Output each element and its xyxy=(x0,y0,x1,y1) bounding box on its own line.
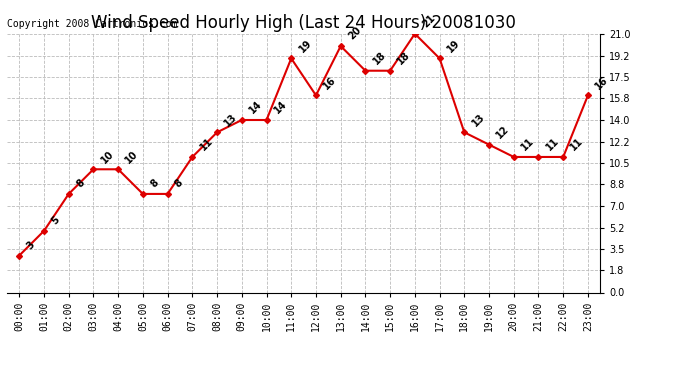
Text: 18: 18 xyxy=(371,50,388,66)
Text: 14: 14 xyxy=(247,99,264,116)
Text: 10: 10 xyxy=(99,148,116,165)
Text: 18: 18 xyxy=(395,50,413,66)
Text: 19: 19 xyxy=(297,38,313,54)
Text: 11: 11 xyxy=(544,136,561,153)
Text: 12: 12 xyxy=(495,124,511,141)
Text: 8: 8 xyxy=(75,178,86,190)
Text: 3: 3 xyxy=(25,240,37,251)
Text: 21: 21 xyxy=(420,13,437,30)
Text: 16: 16 xyxy=(322,75,338,91)
Text: 20: 20 xyxy=(346,25,363,42)
Text: 11: 11 xyxy=(198,136,215,153)
Text: 11: 11 xyxy=(569,136,585,153)
Title: Wind Speed Hourly High (Last 24 Hours) 20081030: Wind Speed Hourly High (Last 24 Hours) 2… xyxy=(91,14,516,32)
Text: 16: 16 xyxy=(593,75,610,91)
Text: 5: 5 xyxy=(50,215,61,227)
Text: 13: 13 xyxy=(470,111,486,128)
Text: 14: 14 xyxy=(272,99,288,116)
Text: 10: 10 xyxy=(124,148,140,165)
Text: 11: 11 xyxy=(520,136,536,153)
Text: 8: 8 xyxy=(148,178,160,190)
Text: 19: 19 xyxy=(445,38,462,54)
Text: 8: 8 xyxy=(173,178,185,190)
Text: 13: 13 xyxy=(223,111,239,128)
Text: Copyright 2008 Cartronics.com: Copyright 2008 Cartronics.com xyxy=(7,19,177,28)
